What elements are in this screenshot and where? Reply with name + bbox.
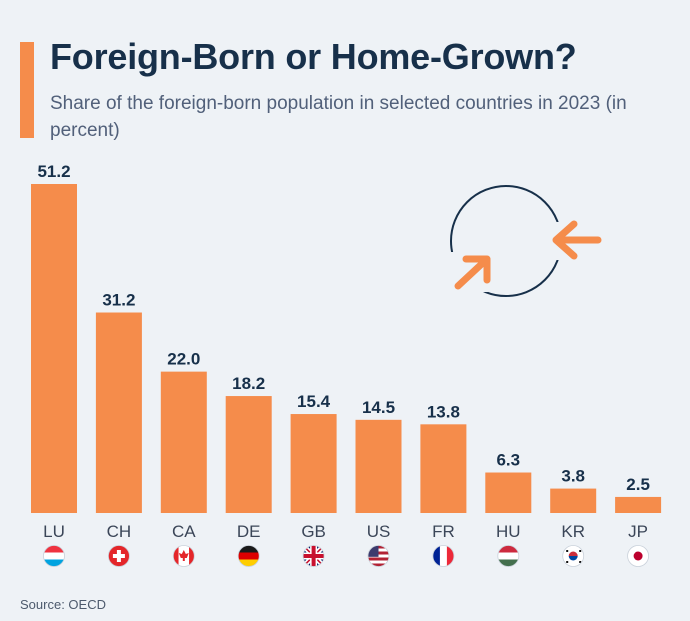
usa-flag-icon [367, 545, 390, 567]
category-label: CA [172, 522, 196, 541]
category-label: DE [237, 522, 261, 541]
bar-group: 18.2 DE [225, 374, 272, 541]
bar [420, 424, 467, 513]
arrow-in-icon [552, 220, 602, 260]
bar-group: 22.0 CA [160, 350, 207, 541]
bar [550, 488, 597, 513]
flag-outline [367, 545, 390, 567]
switzerland-flag-icon [108, 545, 130, 567]
category-label: HU [496, 522, 521, 541]
bar-group: 51.2 LU [31, 162, 77, 541]
luxembourg-flag-icon [43, 545, 65, 567]
flag-outline [562, 545, 585, 567]
title-accent-bar [20, 42, 34, 138]
flag-outline [108, 545, 130, 567]
value-label: 3.8 [561, 467, 585, 486]
bar-group: 15.4 GB [290, 392, 337, 541]
source-note: Source: OECD [20, 597, 106, 612]
flag-outline [432, 545, 455, 567]
value-label: 31.2 [102, 291, 135, 310]
chart-title: Foreign-Born or Home-Grown? [50, 36, 577, 77]
bar-group: 13.8 FR [420, 402, 467, 541]
bar [160, 371, 207, 513]
value-label: 15.4 [297, 392, 331, 411]
uk-flag-icon [302, 545, 325, 567]
france-flag-icon [432, 545, 455, 567]
flag-outline [237, 545, 260, 567]
chart-subtitle: Share of the foreign-born population in … [50, 93, 627, 141]
bar [615, 496, 662, 513]
category-label: KR [561, 522, 585, 541]
value-label: 13.8 [427, 402, 460, 421]
japan-flag-icon [627, 545, 649, 567]
bar-group: 31.2 CH [95, 291, 142, 541]
flag-outline [497, 545, 520, 567]
category-label: JP [628, 522, 648, 541]
value-label: 14.5 [362, 398, 395, 417]
bar-group: 6.3 HU [485, 451, 532, 541]
bar [485, 472, 532, 513]
value-label: 22.0 [167, 350, 200, 369]
flag-outline [172, 545, 195, 567]
category-label: US [367, 522, 391, 541]
germany-flag-icon [237, 545, 260, 567]
flag-outline [302, 545, 325, 567]
flag-outline [627, 545, 649, 567]
category-label: GB [301, 522, 326, 541]
bar-group: 14.5 US [355, 398, 402, 541]
value-label: 51.2 [37, 162, 70, 181]
arrow-out-icon [454, 255, 491, 290]
category-label: LU [43, 522, 65, 541]
bar [95, 312, 142, 513]
bar [355, 419, 402, 513]
category-label: CH [107, 522, 132, 541]
hungary-flag-icon [497, 545, 520, 567]
flag-outline [43, 545, 65, 567]
canada-flag-icon [172, 545, 195, 567]
bar [31, 184, 77, 513]
circular-arrows-icon [448, 185, 602, 297]
value-label: 2.5 [626, 475, 650, 494]
bar [290, 414, 337, 513]
value-label: 18.2 [232, 374, 265, 393]
bar [225, 396, 272, 513]
bar-group: 3.8 KR [550, 467, 597, 541]
bar-group: 2.5 JP [615, 475, 662, 541]
category-label: FR [432, 522, 455, 541]
value-label: 6.3 [496, 451, 520, 470]
south-korea-flag-icon [562, 545, 585, 567]
